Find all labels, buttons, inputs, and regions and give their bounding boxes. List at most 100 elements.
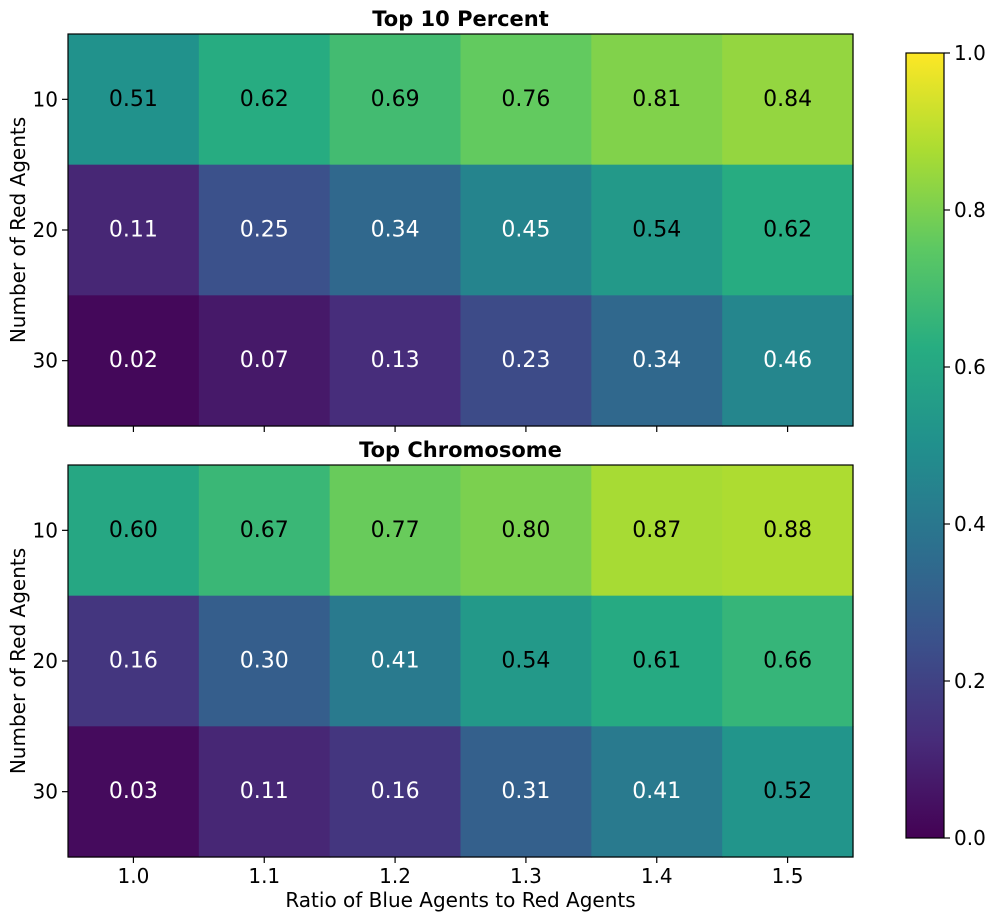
heatmap-cell [68, 595, 200, 727]
cell-value-label: 0.54 [632, 218, 681, 243]
colorbar-tick-label: 1.0 [954, 41, 986, 65]
cell-value-label: 0.62 [240, 87, 289, 112]
cell-value-label: 0.02 [109, 348, 158, 373]
heatmap-cell [68, 34, 200, 166]
heatmap-cell [198, 726, 331, 858]
heatmap-cell [722, 726, 854, 858]
y-tick-label: 10 [33, 87, 58, 111]
heatmap-cell [591, 164, 723, 296]
x-tick-label: 1.4 [641, 864, 673, 888]
heatmap-cell [591, 295, 723, 427]
heatmap-cell [722, 164, 854, 296]
cell-value-label: 0.61 [632, 649, 681, 674]
cell-value-label: 0.69 [371, 87, 420, 112]
cell-value-label: 0.41 [371, 649, 420, 674]
y-tick-label: 20 [33, 218, 58, 242]
cell-value-label: 0.67 [240, 518, 289, 543]
heatmap-cell [722, 595, 854, 727]
heatmap-cell [198, 465, 331, 597]
heatmap-cell [591, 465, 723, 597]
cell-value-label: 0.88 [763, 518, 812, 543]
heatmap-cell [460, 295, 592, 427]
cell-value-label: 0.31 [501, 779, 550, 804]
heatmap-cell [722, 295, 854, 427]
colorbar-tick-label: 0.8 [954, 198, 986, 222]
cell-value-label: 0.11 [109, 218, 158, 243]
cell-value-label: 0.07 [240, 348, 289, 373]
colorbar: 0.0 0.2 0.4 0.6 0.8 1.0 [905, 41, 986, 850]
heatmap-cell [460, 465, 592, 597]
colorbar-frame [905, 52, 945, 839]
panel-title: Top 10 Percent [372, 7, 549, 31]
cell-value-label: 0.13 [371, 348, 420, 373]
heatmap-cell [329, 726, 462, 858]
heatmap-cell [198, 164, 331, 296]
cell-value-label: 0.45 [501, 218, 550, 243]
y-tick-label: 30 [33, 780, 58, 804]
heatmap-panel-2: 0.60 0.67 0.77 0.80 0.87 0.88 0.16 0.30 0.41 0.54… [6, 438, 854, 912]
x-tick-label: 1.1 [248, 864, 280, 888]
cell-value-label: 0.23 [501, 348, 550, 373]
heatmap-cell [591, 726, 723, 858]
heatmap-cell [198, 595, 331, 727]
colorbar-tick-label: 0.2 [954, 669, 986, 693]
heatmap-cell [198, 34, 331, 166]
cell-value-label: 0.34 [371, 218, 420, 243]
x-tick-label: 1.3 [510, 864, 542, 888]
x-tick-label: 1.2 [379, 864, 411, 888]
heatmap-cell [329, 595, 462, 727]
x-tick-label: 1.5 [772, 864, 804, 888]
heatmap-cell [722, 465, 854, 597]
cell-value-label: 0.84 [763, 87, 812, 112]
cell-value-label: 0.51 [109, 87, 158, 112]
cell-value-label: 0.16 [371, 779, 420, 804]
cell-value-label: 0.87 [632, 518, 681, 543]
y-axis-label: Number of Red Agents [6, 548, 30, 774]
heatmap-cell [329, 465, 462, 597]
heatmap-cell [198, 295, 331, 427]
cell-value-label: 0.34 [632, 348, 681, 373]
cell-value-label: 0.16 [109, 649, 158, 674]
cell-value-label: 0.77 [371, 518, 420, 543]
cell-value-label: 0.03 [109, 779, 158, 804]
x-tick-label: 1.0 [118, 864, 150, 888]
heatmap-cell [68, 726, 200, 858]
colorbar-gradient [906, 53, 944, 838]
y-axis-label: Number of Red Agents [6, 117, 30, 343]
heatmap-panel-1: 0.51 0.62 0.69 0.76 0.81 0.84 0.11 0.25 0.34 0.45… [6, 7, 854, 432]
cell-value-label: 0.11 [240, 779, 289, 804]
cell-value-label: 0.66 [763, 649, 812, 674]
heatmap-cell [68, 295, 200, 427]
y-tick-label: 20 [33, 649, 58, 673]
colorbar-tick-label: 0.0 [954, 826, 986, 850]
heatmap-cell [460, 595, 592, 727]
heatmap-cell [68, 164, 200, 296]
cell-value-label: 0.81 [632, 87, 681, 112]
heatmap-cell [591, 34, 723, 166]
y-tick-label: 10 [33, 518, 58, 542]
panel-title: Top Chromosome [359, 438, 562, 462]
heatmap-cell [329, 34, 462, 166]
heatmap-cell [329, 295, 462, 427]
cell-value-label: 0.76 [501, 87, 550, 112]
cell-value-label: 0.30 [240, 649, 289, 674]
cell-value-label: 0.60 [109, 518, 158, 543]
cell-value-label: 0.46 [763, 348, 812, 373]
heatmap-cell [591, 595, 723, 727]
heatmap-cell [329, 164, 462, 296]
heatmap-cell [460, 34, 592, 166]
cell-value-label: 0.25 [240, 218, 289, 243]
x-axis-label: Ratio of Blue Agents to Red Agents [285, 888, 635, 912]
colorbar-tick-label: 0.4 [954, 512, 986, 536]
cell-value-label: 0.62 [763, 218, 812, 243]
colorbar-tick-label: 0.6 [954, 355, 986, 379]
cell-value-label: 0.80 [501, 518, 550, 543]
heatmap-cell [460, 726, 592, 858]
y-tick-label: 30 [33, 349, 58, 373]
cell-value-label: 0.52 [763, 779, 812, 804]
heatmap-cell [68, 465, 200, 597]
heatmap-cell [460, 164, 592, 296]
cell-value-label: 0.54 [501, 649, 550, 674]
cell-value-label: 0.41 [632, 779, 681, 804]
heatmap-cell [722, 34, 854, 166]
